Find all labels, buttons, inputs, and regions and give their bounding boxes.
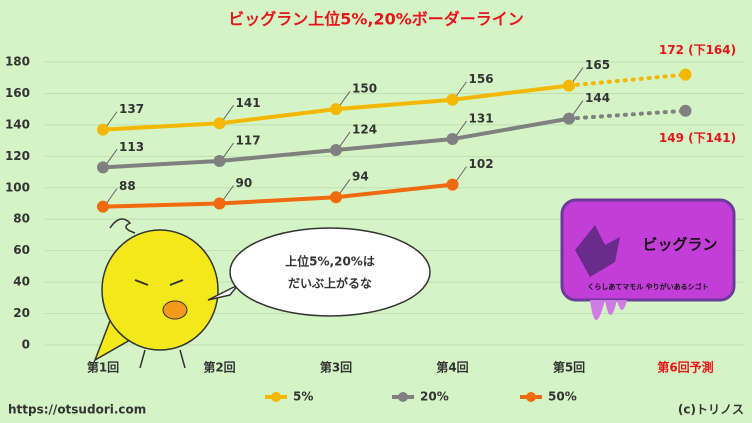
leader-line [339,178,351,194]
data-label: 131 [469,112,494,126]
data-label: 124 [352,123,377,137]
data-point [330,191,342,204]
data-label: 88 [119,179,136,193]
bubble-text: 上位5%,20%は [285,254,375,269]
data-point [97,161,109,174]
y-tick-label: 60 [13,243,30,257]
data-point [97,200,109,213]
data-point [97,123,109,136]
leader-line [223,142,234,158]
data-point [213,197,226,210]
legend-label: 5% [293,390,313,404]
y-tick-label: 160 [5,86,30,100]
x-tick-label: 第1回 [87,360,119,375]
series-line [101,182,455,209]
y-tick-label: 0 [22,338,30,352]
data-point [213,155,226,168]
leader-line [106,111,118,126]
data-point [446,178,459,191]
y-tick-label: 140 [5,117,30,131]
data-label: 137 [119,102,144,116]
data-point [330,144,342,157]
data-point [213,117,226,130]
data-label: 141 [236,96,261,110]
data-label: 172 (下164) [659,43,736,57]
leader-line [572,100,584,115]
leader-line [106,188,118,203]
data-point [563,79,575,92]
series-line [567,108,688,121]
footer-credit: (c)トリノス [678,403,744,417]
y-tick-label: 120 [5,149,30,163]
speech-bubble: 上位5%,20%は だいぶ上がるな [207,227,431,317]
y-tick-label: 100 [5,180,30,194]
leader-line [339,90,351,106]
series-line [567,72,688,88]
leader-line [456,120,467,136]
legend-label: 50% [548,390,577,404]
data-label: 156 [469,72,494,86]
y-tick-label: 40 [13,275,30,289]
data-label: 144 [585,91,610,105]
leader-line [223,105,234,120]
data-label: 165 [585,58,610,72]
data-label: 117 [236,134,261,148]
data-point [330,103,342,116]
legend-swatch [398,392,408,402]
data-label: 90 [236,176,253,190]
legend-swatch [271,392,281,402]
logo: ビッグラン くらしあてマモル やりがいあるシゴト [560,198,736,320]
leader-line [106,149,118,164]
data-label: 102 [469,157,494,171]
logo-title: ビッグラン [642,236,717,254]
logo-caption: くらしあてマモル やりがいあるシゴト [587,282,708,291]
bubble-text: だいぶ上がるな [288,276,372,291]
data-label: 94 [352,170,369,184]
x-tick-label: 第3回 [320,360,352,375]
y-tick-label: 20 [13,306,30,320]
leader-line [456,166,467,181]
data-label: 149 (下141) [659,131,736,145]
x-tick-label: 第2回 [203,360,235,375]
legend-swatch [526,392,536,402]
footer-url: https://otsudori.com [8,403,146,417]
data-point [446,133,459,146]
leader-line [456,81,467,97]
data-point [446,93,459,106]
x-tick-label: 第5回 [553,360,585,375]
data-label: 113 [119,140,144,154]
data-label: 150 [352,82,377,96]
x-tick-label: 第4回 [436,360,468,375]
data-point [679,68,692,81]
leader-line [339,131,351,147]
leader-line [223,185,234,200]
character [93,218,219,369]
data-point [679,104,692,117]
chart-title: ビッグラン上位5%,20%ボーダーライン [228,10,524,29]
data-point [563,112,575,125]
y-tick-label: 80 [13,212,30,226]
y-tick-label: 180 [5,55,30,69]
leader-line [572,67,584,82]
legend-label: 20% [420,390,449,404]
x-tick-label: 第6回予測 [657,360,713,375]
